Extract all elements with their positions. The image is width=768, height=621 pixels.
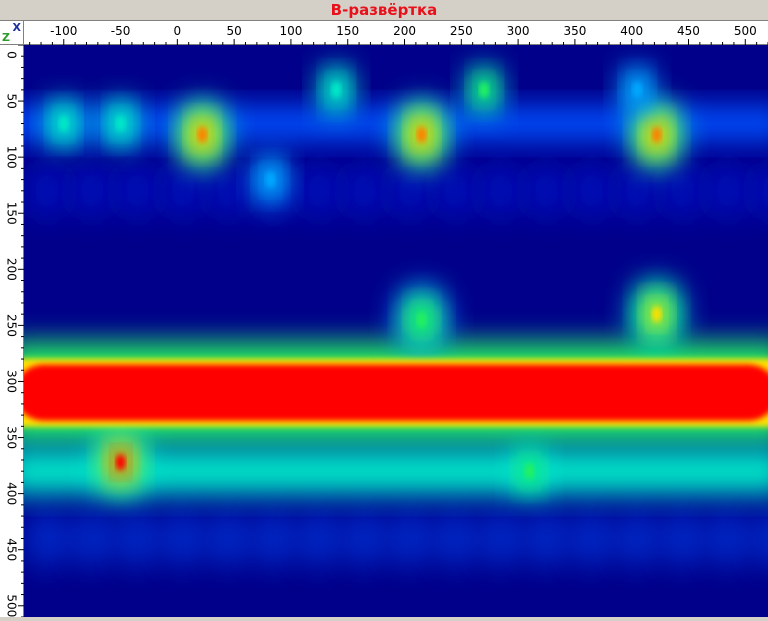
z-tick-label: 350 [5,426,19,449]
x-tick-label: 450 [677,24,700,38]
background-texture [479,160,524,221]
background-texture [615,508,660,569]
chart-title: B-развёртка [0,0,768,21]
background-texture [70,160,115,221]
background-texture [115,508,160,569]
heatmap-spot-core [115,115,126,132]
x-tick-label: 150 [336,24,359,38]
z-axis-svg: 0 50 100 150 200 250 300 350 400 450 500 [5,44,24,618]
background-texture [342,508,387,569]
x-axis: -100 -50 0 50 100 150 200 250 300 350 400 450 500 [24,21,768,45]
heatmap-spot-core [651,126,662,143]
x-tick-label: 400 [620,24,643,38]
background-texture [24,508,69,569]
heatmap-spot-core [416,126,427,143]
background-texture [479,508,524,569]
background-texture [70,508,115,569]
heatmap-spot-core [115,454,126,471]
background-texture [524,160,569,221]
background-texture [115,160,160,221]
z-tick-label: 50 [5,93,19,108]
x-tick-label: -100 [50,24,77,38]
background-texture [433,160,478,221]
b-scan-plot-area[interactable] [24,45,768,617]
background-texture [297,508,342,569]
saturated-band [24,364,768,421]
heatmap-spot-core [197,126,208,143]
z-tick-label: 300 [5,370,19,393]
heatmap-spot-core [331,81,342,98]
b-scan-heatmap[interactable] [24,45,768,617]
x-tick-label: 0 [174,24,182,38]
x-tick-label: 350 [563,24,586,38]
heatmap-spot-core [651,306,662,323]
z-tick-label: 400 [5,482,19,505]
x-tick-label: 300 [507,24,530,38]
z-tick-label: 500 [5,594,19,617]
x-tick-label: 500 [734,24,757,38]
background-texture [206,160,251,221]
background-texture [161,508,206,569]
x-axis-svg: -100 -50 0 50 100 150 200 250 300 350 400 450 500 [29,24,768,45]
x-tick-label: -50 [111,24,131,38]
background-texture [433,508,478,569]
heatmap-band [24,448,768,494]
background-texture [751,509,768,568]
background-texture [388,508,433,569]
background-texture [660,508,705,569]
x-tick-label: 200 [393,24,416,38]
x-axis-letter: X [12,21,21,34]
axis-corner: X Z [0,21,24,45]
heatmap-spot-core [479,81,490,98]
background-texture [524,508,569,569]
z-tick-label: 450 [5,538,19,561]
heatmap-spot-core [632,81,643,98]
x-tick-label: 100 [279,24,302,38]
heatmap-spot-core [416,311,427,328]
heatmap-spot-core [524,463,535,480]
background-texture [24,160,69,221]
z-tick-label: 100 [5,146,19,169]
heatmap-spot-core [58,115,69,132]
background-texture [206,508,251,569]
background-texture [751,161,768,220]
heatmap-spot-core [265,171,276,188]
background-texture [569,160,614,221]
z-tick-label: 200 [5,258,19,281]
background-texture [297,160,342,221]
background-texture [615,160,660,221]
background-texture [342,160,387,221]
z-axis: 0 50 100 150 200 250 300 350 400 450 500 [0,44,24,618]
z-tick-label: 0 [5,51,19,59]
background-texture [706,160,751,221]
x-tick-label: 50 [226,24,241,38]
background-texture [660,160,705,221]
z-tick-label: 250 [5,314,19,337]
z-tick-label: 150 [5,202,19,225]
x-tick-label: 250 [450,24,473,38]
z-axis-letter: Z [2,31,10,44]
background-texture [161,160,206,221]
background-texture [251,508,296,569]
background-texture [569,508,614,569]
background-texture [706,508,751,569]
background-texture [388,160,433,221]
